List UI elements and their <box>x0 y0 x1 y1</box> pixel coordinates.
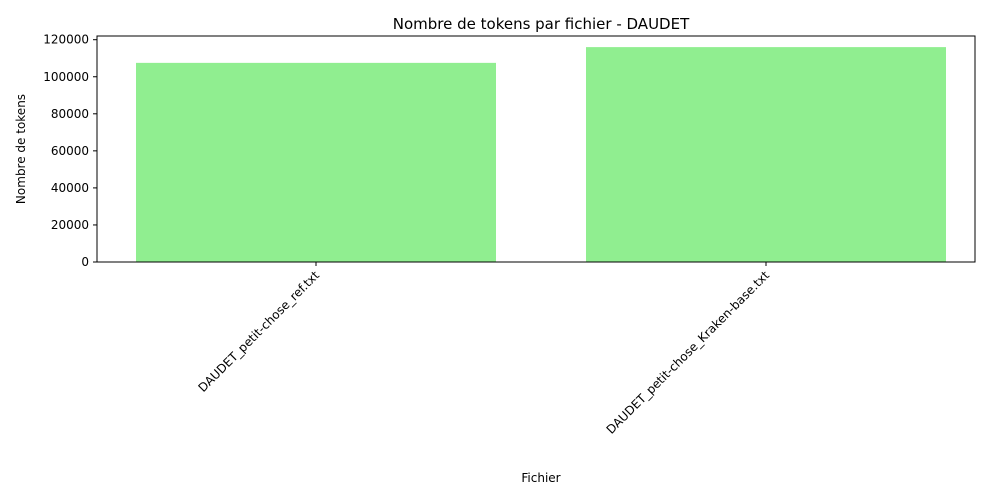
y-axis-label: Nombre de tokens <box>14 94 28 204</box>
y-tick-label: 100000 <box>43 70 89 84</box>
x-tick-label: DAUDET_petit-chose_ref.txt <box>195 268 322 395</box>
y-tick-label: 0 <box>81 255 89 269</box>
bar-2 <box>586 47 946 263</box>
x-axis-label: Fichier <box>521 471 560 485</box>
y-tick-label: 40000 <box>51 181 89 195</box>
y-axis-ticks: 0 20000 40000 60000 80000 100000 120000 <box>43 33 97 269</box>
chart-title: Nombre de tokens par fichier - DAUDET <box>393 15 690 33</box>
y-tick-label: 120000 <box>43 33 89 47</box>
y-tick-label: 80000 <box>51 107 89 121</box>
x-tick-label: DAUDET_petit-chose_Kraken-base.txt <box>604 268 773 437</box>
plot-frame <box>96 35 976 263</box>
bar-1 <box>136 62 496 262</box>
x-axis-ticks: DAUDET_petit-chose_ref.txt DAUDET_petit-c… <box>195 262 772 437</box>
y-tick-label: 20000 <box>51 218 89 232</box>
y-tick-label: 60000 <box>51 144 89 158</box>
bars-group <box>136 47 946 263</box>
